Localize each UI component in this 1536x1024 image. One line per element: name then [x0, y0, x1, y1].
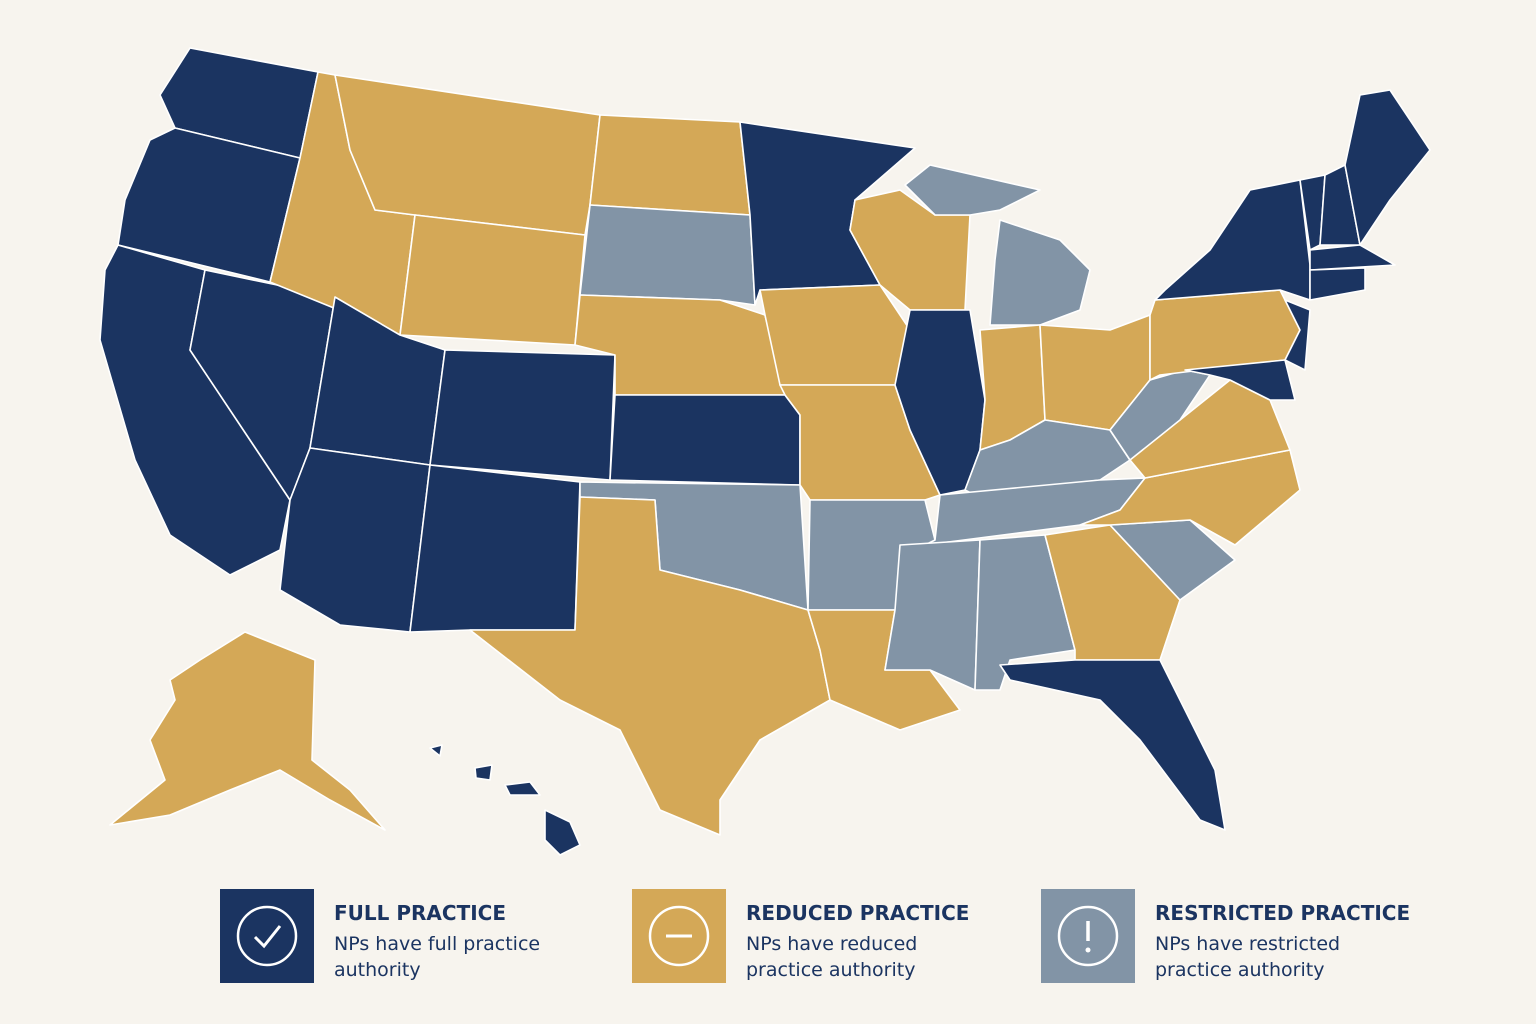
- state: [504, 781, 541, 796]
- state: [1284, 299, 1311, 371]
- legend-swatch: [632, 889, 726, 983]
- legend-title: RESTRICTED PRACTICE: [1155, 901, 1411, 925]
- legend-description: NPs have reduced practice authority: [746, 933, 918, 981]
- legend-swatch: [1041, 889, 1135, 983]
- legend-title: FULL PRACTICE: [334, 901, 506, 925]
- state: [1309, 267, 1366, 301]
- state: [579, 204, 756, 306]
- legend-description: NPs have full practice authority: [334, 933, 541, 981]
- us-map: [99, 47, 1431, 856]
- state: [409, 464, 581, 633]
- state: [109, 631, 386, 831]
- state: [1109, 379, 1291, 479]
- state: [429, 744, 443, 757]
- legend-item: RESTRICTED PRACTICE NPs have restricted …: [1041, 889, 1421, 983]
- state: [884, 539, 981, 691]
- state: [609, 394, 801, 486]
- state: [989, 219, 1091, 326]
- state: [759, 284, 911, 386]
- state: [589, 114, 751, 216]
- state: [904, 164, 1041, 216]
- states: [99, 47, 1431, 856]
- legend-title: REDUCED PRACTICE: [746, 901, 970, 925]
- state: [544, 809, 581, 856]
- state: [1079, 449, 1301, 546]
- state: [1184, 359, 1296, 401]
- state: [469, 496, 831, 836]
- state: [429, 349, 616, 481]
- state: [1309, 244, 1396, 271]
- state: [1344, 89, 1431, 246]
- legend-item: FULL PRACTICE NPs have full practice aut…: [220, 889, 600, 983]
- state: [1154, 179, 1311, 301]
- state: [279, 447, 431, 633]
- legend-swatch: [220, 889, 314, 983]
- state: [474, 764, 493, 781]
- state: [399, 214, 586, 346]
- legend-description: NPs have restricted practice authority: [1155, 933, 1341, 981]
- legend-item: REDUCED PRACTICE NPs have reduced practi…: [632, 889, 1012, 983]
- state: [999, 659, 1226, 831]
